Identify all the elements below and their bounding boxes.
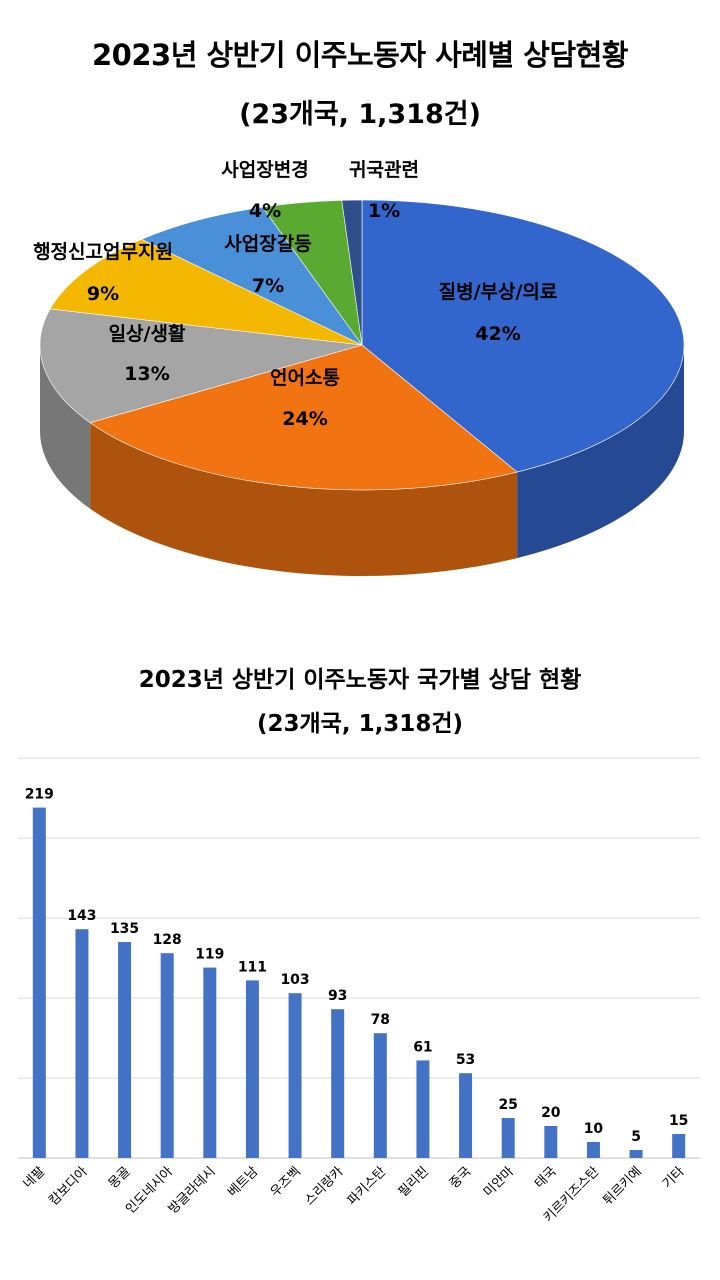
x-tick-label-15: 기타: [660, 1164, 688, 1192]
pie-label-3: 행정신고업무지원: [33, 241, 173, 263]
x-tick-label-9: 필리핀: [396, 1164, 432, 1200]
bar-13: [586, 1142, 600, 1158]
bar-14: [629, 1150, 643, 1158]
bar-value-label-8: 78: [371, 1012, 390, 1028]
x-tick-label-0: 네팔: [21, 1164, 49, 1192]
bar-chart-title: 2023년 상반기 이주노동자 국가별 상담 현황: [138, 667, 582, 693]
pie-top: [39, 199, 685, 491]
pie-label-6: 귀국관련: [349, 159, 419, 181]
bar-value-label-12: 20: [541, 1105, 561, 1121]
pie-slice-0: [361, 199, 685, 473]
bar-value-label-6: 103: [280, 972, 309, 988]
x-tick-label-7: 스리랑카: [302, 1164, 346, 1208]
bar-8: [373, 1033, 387, 1158]
bar-value-label-9: 61: [413, 1039, 432, 1055]
pie-slice-4: [140, 206, 363, 346]
pie-sides: [40, 345, 684, 576]
pie-chart: 질병/부상/의료 42% 언어소통 24% 일상/생활 13% 행정신고업무지원 9% 사업장갈…: [33, 159, 685, 576]
x-tick-label-14: 튀르키예: [600, 1164, 644, 1208]
pie-label-5: 사업장변경: [221, 159, 308, 181]
bar-6: [288, 993, 302, 1158]
pie-chart-title: 2023년 상반기 이주노동자 사례별 상담현황: [92, 38, 628, 72]
pie-slice-2: [39, 308, 363, 424]
bar-11: [501, 1118, 515, 1158]
bar-value-label-0: 219: [25, 787, 54, 803]
pie-label-1: 언어소통: [270, 367, 340, 389]
pie-side-0: [517, 345, 684, 559]
x-tick-label-11: 미얀마: [481, 1164, 517, 1200]
bar-value-label-13: 10: [584, 1121, 604, 1137]
pie-pct-6: 1%: [368, 200, 400, 222]
pie-pct-3: 9%: [87, 283, 119, 305]
bar-10: [459, 1073, 473, 1158]
bar-5: [245, 980, 259, 1158]
bar-value-label-4: 119: [195, 947, 224, 963]
bar-value-label-11: 25: [498, 1097, 517, 1113]
x-tick-label-6: 우즈벡: [268, 1164, 304, 1200]
bar-9: [416, 1060, 430, 1158]
bar-value-label-15: 15: [669, 1113, 688, 1129]
x-tick-label-5: 베트남: [225, 1164, 261, 1200]
pie-pct-4: 7%: [252, 275, 284, 297]
bar-gridlines: [18, 757, 700, 1079]
x-tick-label-10: 중국: [447, 1164, 475, 1192]
pie-label-4: 사업장갈등: [224, 233, 311, 255]
bar-value-label-7: 93: [328, 988, 347, 1004]
pie-label-0: 질병/부상/의료: [439, 281, 558, 303]
bar-0: [32, 807, 46, 1158]
bar-4: [203, 967, 217, 1158]
bars: 219네팔143캄보디아135몽골128인도네시아119방글라데시111베트남1…: [21, 787, 689, 1226]
bar-1: [75, 929, 89, 1158]
x-tick-label-4: 방글라데시: [166, 1164, 219, 1217]
bar-12: [544, 1126, 558, 1158]
bar-chart-subtitle: (23개국, 1,318건): [256, 711, 463, 737]
pie-slice-6: [341, 199, 363, 346]
bar-value-label-1: 143: [67, 908, 96, 924]
bar-15: [672, 1134, 686, 1158]
bar-3: [160, 953, 174, 1158]
x-tick-label-2: 몽골: [106, 1164, 134, 1192]
bar-2: [118, 942, 132, 1158]
bar-7: [331, 1009, 345, 1158]
pie-pct-0: 42%: [475, 323, 520, 345]
bar-value-label-14: 5: [631, 1129, 641, 1145]
pie-side-1: [90, 422, 518, 576]
pie-side-2: [40, 345, 91, 509]
pie-slice-3: [49, 238, 363, 346]
pie-pct-1: 24%: [282, 408, 327, 430]
pie-pct-5: 4%: [249, 200, 281, 222]
bar-value-label-10: 53: [456, 1052, 475, 1068]
pie-slice-1: [89, 344, 518, 491]
bar-value-label-5: 111: [238, 959, 267, 975]
pie-labels: 질병/부상/의료 42% 언어소통 24% 일상/생활 13% 행정신고업무지원 9% 사업장갈…: [33, 159, 557, 430]
pie-label-2: 일상/생활: [109, 323, 186, 345]
bar-value-label-3: 128: [153, 932, 182, 948]
pie-pct-2: 13%: [124, 363, 169, 385]
x-tick-label-1: 캄보디아: [46, 1164, 90, 1208]
x-tick-label-12: 태국: [532, 1164, 560, 1192]
bar-value-label-2: 135: [110, 921, 139, 937]
x-tick-label-8: 파키스탄: [345, 1164, 389, 1208]
pie-chart-subtitle: (23개국, 1,318건): [239, 99, 481, 130]
